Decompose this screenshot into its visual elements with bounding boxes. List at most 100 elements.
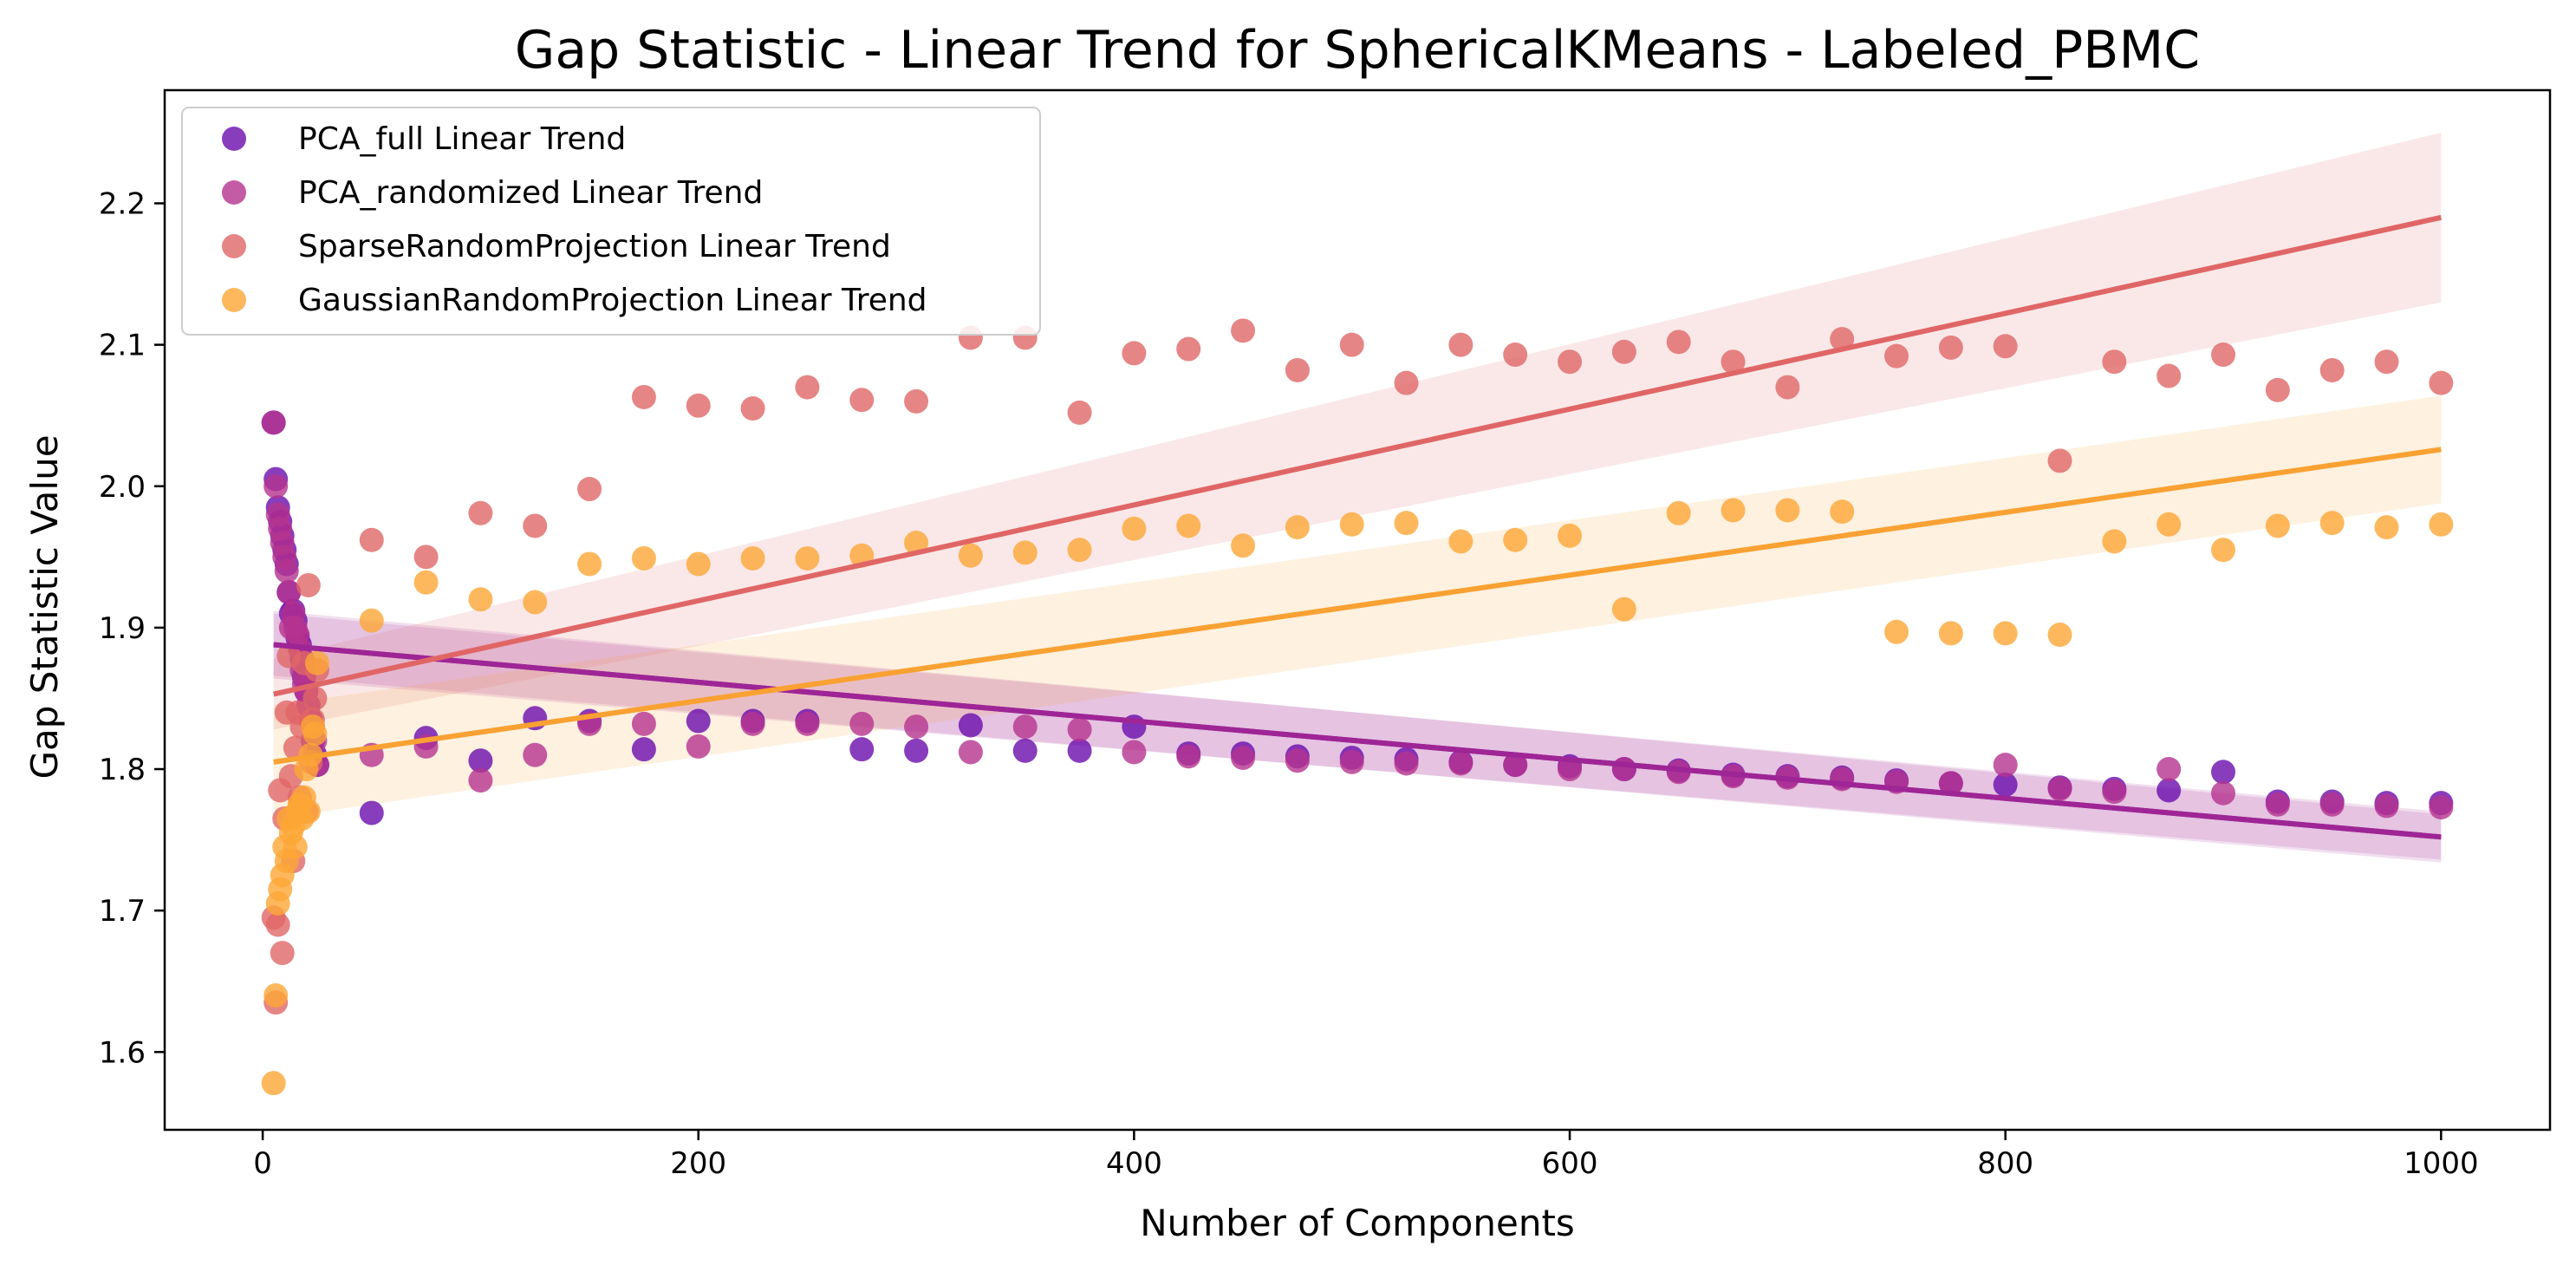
data-point bbox=[2156, 512, 2182, 537]
data-point bbox=[1830, 766, 1855, 792]
data-point bbox=[1830, 499, 1855, 525]
data-point bbox=[849, 737, 875, 762]
data-point bbox=[468, 587, 493, 612]
data-point bbox=[1666, 329, 1691, 355]
data-point bbox=[263, 983, 289, 1008]
legend-box bbox=[181, 107, 1041, 336]
data-point bbox=[740, 396, 765, 421]
series-3 bbox=[261, 498, 2454, 1096]
legend-label: SparseRandomProjection Linear Trend bbox=[298, 229, 891, 264]
y-tick-label: 1.8 bbox=[99, 753, 146, 787]
data-point bbox=[1339, 749, 1364, 774]
data-point bbox=[1558, 757, 1583, 782]
data-point bbox=[1285, 357, 1310, 382]
confidence-band-2 bbox=[273, 132, 2442, 730]
data-point bbox=[1012, 714, 1038, 740]
data-point bbox=[1666, 500, 1691, 525]
data-point bbox=[904, 714, 929, 740]
data-point bbox=[1938, 621, 1963, 646]
data-point bbox=[1176, 744, 1201, 769]
data-point bbox=[1775, 498, 1800, 523]
data-point bbox=[1067, 738, 1092, 763]
data-point bbox=[523, 742, 548, 767]
data-point bbox=[577, 551, 602, 577]
data-point bbox=[1122, 341, 1147, 366]
data-point bbox=[2156, 363, 2182, 388]
data-point bbox=[2374, 515, 2399, 540]
data-point bbox=[2265, 513, 2290, 538]
data-point bbox=[1503, 342, 1528, 368]
data-point bbox=[261, 1071, 286, 1096]
data-point bbox=[1067, 538, 1092, 563]
data-point bbox=[1067, 400, 1092, 425]
y-axis: 1.6 1.7 1.8 1.9 2.0 2.1 2.2 bbox=[99, 187, 165, 1070]
x-tick-label: 600 bbox=[1542, 1146, 1598, 1181]
data-point bbox=[2265, 792, 2290, 817]
data-point bbox=[686, 734, 711, 759]
data-point bbox=[1775, 375, 1800, 400]
data-point bbox=[795, 711, 820, 736]
data-point bbox=[359, 527, 384, 552]
y-tick-label: 1.7 bbox=[99, 894, 146, 929]
data-point bbox=[2265, 377, 2290, 402]
y-tick-label: 1.9 bbox=[99, 611, 146, 646]
data-point bbox=[904, 738, 929, 763]
y-tick-label: 2.2 bbox=[99, 187, 146, 222]
data-point bbox=[1176, 336, 1201, 362]
trend-line-1 bbox=[273, 642, 2442, 840]
data-point bbox=[631, 384, 656, 409]
data-point bbox=[2047, 448, 2072, 473]
y-tick-label: 2.1 bbox=[99, 329, 146, 363]
data-point bbox=[849, 711, 875, 736]
confidence-band-1 bbox=[273, 610, 2442, 860]
data-point bbox=[1884, 343, 1909, 369]
data-point bbox=[274, 558, 299, 584]
data-point bbox=[468, 500, 493, 525]
data-point bbox=[2156, 757, 2182, 782]
x-tick-label: 200 bbox=[670, 1146, 726, 1181]
data-point bbox=[1938, 335, 1963, 360]
data-point bbox=[1176, 513, 1201, 538]
data-point bbox=[2102, 349, 2127, 375]
data-point bbox=[413, 570, 439, 595]
data-point bbox=[302, 721, 328, 747]
legend-marker bbox=[222, 234, 246, 258]
data-point bbox=[631, 545, 656, 571]
x-axis-label: Number of Components bbox=[1140, 1202, 1575, 1244]
data-point bbox=[1448, 529, 1473, 554]
data-point bbox=[631, 737, 656, 762]
data-point bbox=[1993, 334, 2018, 359]
data-point bbox=[1285, 515, 1310, 540]
data-point bbox=[359, 800, 384, 825]
data-point bbox=[1558, 349, 1583, 375]
data-point bbox=[2102, 529, 2127, 554]
confidence-band-0 bbox=[273, 613, 2442, 863]
data-point bbox=[1394, 511, 1419, 536]
data-point bbox=[2211, 538, 2236, 563]
data-point bbox=[2429, 370, 2454, 395]
data-point bbox=[1448, 751, 1473, 776]
data-point bbox=[1394, 751, 1419, 776]
data-point bbox=[1611, 597, 1636, 622]
data-point bbox=[1339, 332, 1364, 357]
data-point bbox=[276, 580, 302, 605]
data-point bbox=[2047, 776, 2072, 801]
x-tick-label: 400 bbox=[1106, 1146, 1162, 1181]
data-point bbox=[1231, 745, 1256, 770]
data-point bbox=[958, 543, 983, 568]
axes-frame bbox=[163, 88, 2552, 1132]
data-point bbox=[523, 513, 548, 538]
data-point bbox=[686, 393, 711, 418]
data-point bbox=[1067, 717, 1092, 742]
data-point bbox=[413, 545, 439, 570]
y-axis-label: Gap Statistic Value bbox=[23, 434, 66, 779]
data-point bbox=[686, 551, 711, 577]
plot-area bbox=[261, 132, 2454, 1096]
data-point bbox=[283, 834, 308, 859]
trend-line-2 bbox=[273, 214, 2442, 697]
data-point bbox=[1012, 540, 1038, 565]
legend-marker bbox=[222, 127, 246, 151]
data-point bbox=[468, 748, 493, 773]
data-point bbox=[2211, 780, 2236, 806]
